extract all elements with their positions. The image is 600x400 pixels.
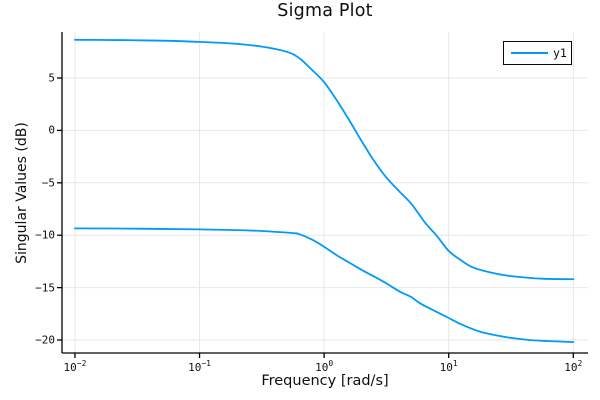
plot-title: Sigma Plot [277, 1, 373, 21]
y-tick-label: −15 [35, 281, 55, 295]
legend: y1 [503, 41, 572, 65]
series-line-sigma-min [74, 227, 575, 343]
x-tick-base: 10 [188, 361, 202, 374]
x-tick-label: 10−1 [188, 359, 211, 374]
y-tick-label: 5 [48, 71, 55, 85]
x-tick-label: 100 [315, 359, 333, 374]
y-tick-label: 0 [48, 123, 55, 137]
x-tick-exponent: −2 [76, 359, 87, 368]
x-tick-exponent: −1 [201, 359, 211, 368]
x-tick-base: 10 [315, 361, 329, 374]
x-tick-base: 10 [63, 361, 77, 374]
x-axis-label: Frequency [rad/s] [261, 373, 389, 389]
x-tick-label: 10−2 [64, 359, 87, 374]
legend-entry-label: y1 [553, 46, 567, 60]
y-tick-label: −5 [41, 176, 55, 190]
y-tick-label: −20 [35, 333, 55, 347]
x-tick-exponent: 0 [328, 359, 334, 368]
x-tick-exponent: 1 [452, 359, 458, 368]
series-line-sigma-max [74, 38, 575, 281]
x-tick-label: 101 [440, 359, 458, 374]
x-tick-label: 102 [564, 359, 582, 374]
x-tick-exponent: 2 [577, 359, 583, 368]
legend-line-sample [511, 52, 548, 54]
y-tick-label: −10 [35, 228, 55, 242]
x-tick-base: 10 [439, 361, 453, 374]
x-tick-base: 10 [564, 361, 578, 374]
